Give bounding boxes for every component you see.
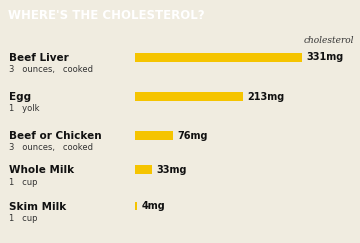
Bar bbox=[135, 92, 243, 101]
Text: 1   cup: 1 cup bbox=[9, 214, 37, 223]
Text: cholesterol: cholesterol bbox=[304, 36, 355, 45]
Text: Beef or Chicken: Beef or Chicken bbox=[9, 131, 102, 141]
Text: 33mg: 33mg bbox=[156, 165, 186, 175]
Text: 4mg: 4mg bbox=[141, 201, 165, 211]
Text: 3   ounces,   cooked: 3 ounces, cooked bbox=[9, 65, 93, 74]
Text: 76mg: 76mg bbox=[178, 131, 208, 141]
Text: 331mg: 331mg bbox=[307, 52, 344, 62]
Text: Skim Milk: Skim Milk bbox=[9, 201, 66, 212]
Bar bbox=[135, 201, 137, 210]
Text: 1   yolk: 1 yolk bbox=[9, 104, 40, 113]
Text: 3   ounces,   cooked: 3 ounces, cooked bbox=[9, 143, 93, 153]
Text: Beef Liver: Beef Liver bbox=[9, 53, 69, 63]
Bar bbox=[135, 165, 152, 174]
Bar bbox=[135, 53, 302, 62]
Text: 213mg: 213mg bbox=[247, 92, 284, 102]
Text: WHERE'S THE CHOLESTEROL?: WHERE'S THE CHOLESTEROL? bbox=[8, 9, 204, 22]
Text: Egg: Egg bbox=[9, 92, 31, 102]
Text: Whole Milk: Whole Milk bbox=[9, 165, 74, 175]
Bar bbox=[135, 131, 174, 140]
Text: 1   cup: 1 cup bbox=[9, 177, 37, 187]
